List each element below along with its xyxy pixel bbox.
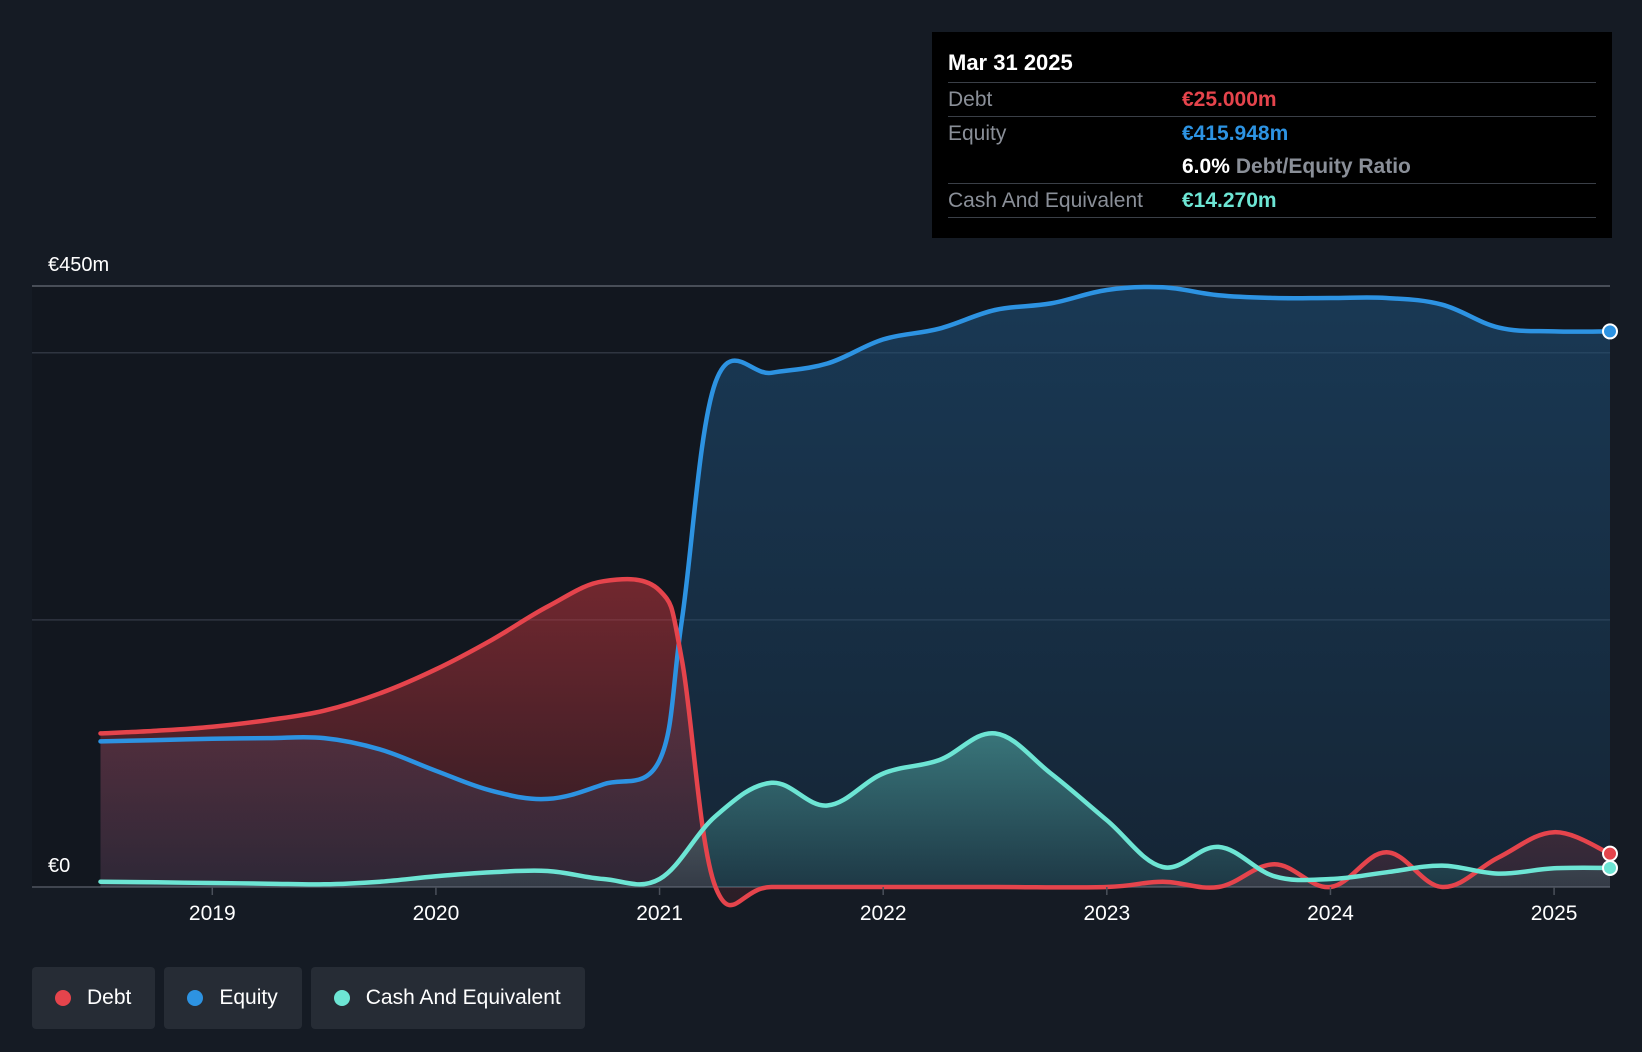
legend-item-debt[interactable]: Debt (32, 967, 156, 1029)
x-tick-label-2020: 2020 (413, 902, 460, 925)
tooltip-ratio-label: Debt/Equity Ratio (1235, 155, 1411, 178)
legend-cash-label: Cash And Equivalent (365, 986, 561, 1009)
debt-dot-icon (55, 990, 71, 1006)
tooltip-date: Mar 31 2025 (948, 46, 1596, 83)
tooltip-debt-row: Debt €25.000m (948, 83, 1596, 117)
legend-item-equity[interactable]: Equity (164, 967, 302, 1029)
x-tick-label-2023: 2023 (1083, 902, 1130, 925)
tooltip-panel: Mar 31 2025 Debt €25.000m Equity €415.94… (932, 32, 1612, 238)
x-tick-label-2024: 2024 (1307, 902, 1354, 925)
tooltip-equity-label: Equity (948, 122, 1007, 145)
x-tick-label-2021: 2021 (636, 902, 683, 925)
x-tick-label-2022: 2022 (860, 902, 907, 925)
tooltip-ratio-value: 6.0% (1182, 155, 1230, 178)
legend-equity-label: Equity (219, 986, 278, 1009)
x-tick-label-2025: 2025 (1531, 902, 1578, 925)
cash-line (98, 731, 1613, 887)
legend-debt-label: Debt (87, 986, 132, 1009)
equity-end-marker[interactable] (1602, 323, 1618, 340)
end-markers (1602, 323, 1618, 876)
tooltip-cash-label: Cash And Equivalent (948, 189, 1143, 212)
y-tick-label-0: €0 (48, 855, 70, 877)
legend: Debt Equity Cash And Equivalent (32, 967, 585, 1029)
x-tick-label-2019: 2019 (189, 902, 236, 925)
equity-area (100, 286, 1610, 887)
series-areas (100, 286, 1610, 906)
y-tick-label-450: €450m (48, 254, 109, 276)
tooltip-equity-row: Equity €415.948m (948, 117, 1596, 150)
tooltip-equity-value: €415.948m (1182, 122, 1289, 145)
tooltip-debt-value: €25.000m (1182, 88, 1277, 111)
tooltip-ratio-row: 6.0% Debt/Equity Ratio (948, 150, 1596, 184)
equity-line (98, 284, 1613, 802)
debt-end-marker[interactable] (1602, 845, 1618, 862)
debt-line (98, 576, 1613, 908)
cash-end-marker[interactable] (1602, 859, 1618, 876)
debt-area (100, 579, 1610, 906)
series-lines (98, 284, 1613, 908)
tooltip-cash-value: €14.270m (1182, 189, 1277, 212)
axis-labels: €450m €0 2019 2020 2021 2022 2023 2024 2025 (48, 254, 1577, 925)
cash-area (100, 733, 1610, 887)
tooltip-debt-label: Debt (948, 88, 993, 111)
legend-item-cash[interactable]: Cash And Equivalent (310, 967, 585, 1029)
tooltip-cash-row: Cash And Equivalent €14.270m (948, 184, 1596, 218)
cash-dot-icon (333, 990, 350, 1006)
equity-dot-icon (187, 990, 204, 1006)
